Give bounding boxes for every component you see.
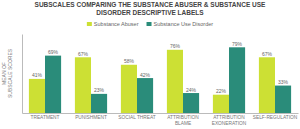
x-tick-label-line: SOCIAL THREAT xyxy=(118,115,156,120)
data-label: 69% xyxy=(48,49,59,55)
title: SUBSCALES COMPARING THE SUBSTANCE ABUSER… xyxy=(35,1,267,16)
data-label: 42% xyxy=(140,72,151,78)
bar xyxy=(121,65,137,113)
legend-item: Substance Use Disorder xyxy=(147,21,214,27)
bar xyxy=(167,50,183,113)
y-axis-line xyxy=(22,35,23,114)
title-line: DISORDER DESCRIPTIVE LABELS xyxy=(96,9,204,16)
bars xyxy=(29,47,291,113)
x-tick-label-line: ATTRIBUTION xyxy=(167,115,199,120)
x-tick-label: SOCIAL THREAT xyxy=(118,115,156,120)
data-label: 67% xyxy=(262,51,273,57)
x-tick-label-line: ATTRIBUTION xyxy=(213,115,245,120)
x-tick: TREATMENT xyxy=(31,115,60,120)
bar xyxy=(75,57,91,113)
data-label: 76% xyxy=(170,43,181,49)
x-axis-line xyxy=(23,113,299,114)
x-tick: SELF-REGULATION xyxy=(253,115,298,120)
bar xyxy=(183,93,199,113)
series xyxy=(45,47,291,113)
x-tick-label-line: BLAME xyxy=(175,121,191,126)
x-axis: TREATMENT PUNISHMENT SOCIAL THREAT ATTRIBUT… xyxy=(23,114,299,126)
legend-label: Substance Use Disorder xyxy=(154,21,214,27)
legend-item: Substance Abuser xyxy=(87,21,139,27)
data-labels: 41% 67% 58% 76% 22% 67% 69% 23% 42% 24% 79% 33% xyxy=(32,41,289,94)
data-label: 23% xyxy=(94,87,105,93)
data-label: 79% xyxy=(232,41,243,47)
bar xyxy=(213,95,229,113)
x-tick-label-line: PUNISHMENT xyxy=(75,115,107,120)
x-tick-label: ATTRIBUTIONBLAME xyxy=(167,115,199,125)
data-label: 67% xyxy=(78,51,89,57)
y-axis xyxy=(22,35,23,114)
legend-swatch xyxy=(147,22,152,26)
bar xyxy=(259,57,275,113)
y-label-line: SUBSCALE SCORES xyxy=(7,48,13,98)
data-label: 22% xyxy=(216,88,227,94)
bar xyxy=(29,79,45,113)
x-tick: ATTRIBUTIONBLAME xyxy=(167,115,199,125)
x-tick-label-line: SELF-REGULATION xyxy=(253,115,298,120)
bar xyxy=(45,56,61,113)
title-line: SUBSCALES COMPARING THE SUBSTANCE ABUSER… xyxy=(35,1,267,8)
chart: SUBSCALES COMPARING THE SUBSTANCE ABUSER… xyxy=(0,0,300,129)
legend-swatch xyxy=(87,22,92,26)
bar xyxy=(229,47,245,113)
data-label: 41% xyxy=(32,72,43,78)
x-tick-label: PUNISHMENT xyxy=(75,115,107,120)
x-tick-label: SELF-REGULATION xyxy=(253,115,298,120)
legend-label: Substance Abuser xyxy=(94,21,139,27)
bar xyxy=(275,86,291,113)
bar xyxy=(91,94,107,113)
x-tick: SOCIAL THREAT xyxy=(118,115,156,120)
y-label: MEAN OFSUBSCALE SCORES xyxy=(1,48,13,98)
data-label: 33% xyxy=(278,79,289,85)
x-tick-label: ATTRIBUTIONEXONERATION xyxy=(212,115,247,125)
x-tick-label-line: TREATMENT xyxy=(31,115,60,120)
x-tick-label: TREATMENT xyxy=(31,115,60,120)
legend: Substance Abuser Substance Use Disorder xyxy=(87,21,213,27)
data-label: 24% xyxy=(186,87,197,93)
bar xyxy=(137,78,153,113)
x-tick: ATTRIBUTIONEXONERATION xyxy=(212,115,247,125)
x-tick-label-line: EXONERATION xyxy=(212,121,247,126)
x-tick: PUNISHMENT xyxy=(75,115,107,120)
data-label: 58% xyxy=(124,58,135,64)
